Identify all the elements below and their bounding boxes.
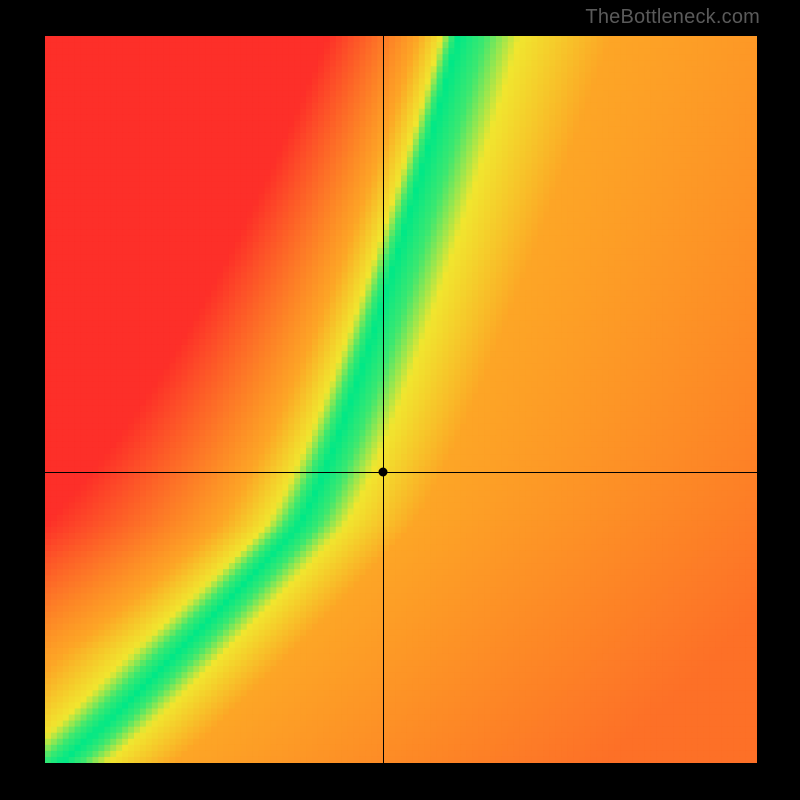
chart-container: TheBottleneck.com — [0, 0, 800, 800]
crosshair-marker — [379, 468, 388, 477]
watermark-text: TheBottleneck.com — [585, 6, 760, 29]
heatmap-canvas — [45, 36, 757, 763]
heatmap-plot — [45, 36, 757, 763]
crosshair-vertical — [383, 36, 384, 763]
crosshair-horizontal — [45, 472, 757, 473]
